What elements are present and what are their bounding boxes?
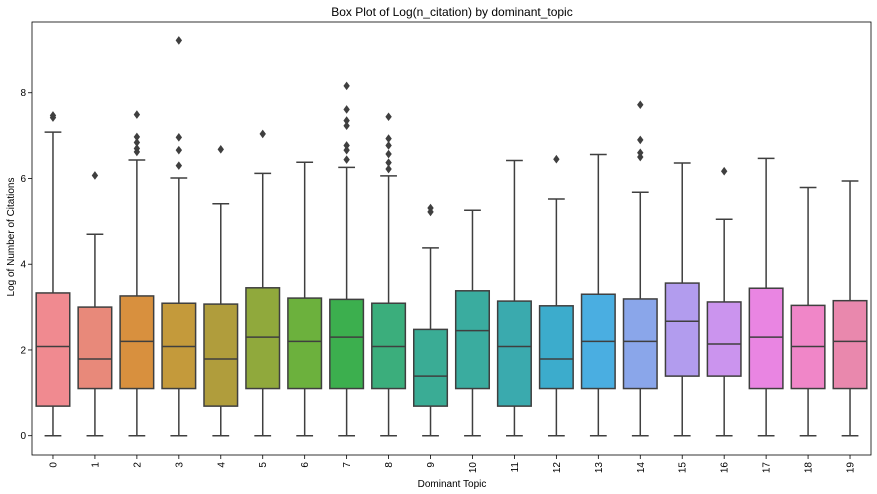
y-tick-label-0: 0: [20, 431, 26, 442]
outlier-8-4: [385, 134, 392, 143]
x-tick-label-0: 0: [48, 462, 59, 468]
x-tick-label-6: 6: [300, 462, 311, 468]
box-6: [287, 297, 323, 390]
x-tick-label-7: 7: [342, 462, 353, 468]
plot-frame: [31, 21, 872, 456]
x-tick-label-5: 5: [258, 462, 269, 468]
outlier-14-1: [637, 148, 644, 158]
outlier-12-0: [553, 154, 560, 164]
box-0: [35, 292, 71, 407]
x-tick-label-9: 9: [426, 462, 437, 468]
outlier-4-0: [217, 145, 224, 154]
box-10: [454, 290, 491, 390]
outlier-9-1: [427, 203, 434, 213]
y-tick-label-6: 6: [20, 174, 26, 185]
x-tick-label-8: 8: [384, 462, 395, 468]
outlier-1-0: [91, 171, 99, 180]
box-11: [496, 300, 532, 407]
x-tick-label-16: 16: [720, 462, 731, 474]
x-tick-label-10: 10: [468, 462, 479, 474]
x-tick-label-12: 12: [552, 462, 563, 474]
outlier-8-1: [385, 158, 392, 167]
outlier-16-0: [720, 166, 728, 176]
outlier-7-3: [343, 121, 350, 131]
box-2: [119, 295, 155, 390]
outlier-2-3: [133, 132, 141, 142]
x-tick-label-18: 18: [804, 462, 815, 474]
outlier-8-0: [385, 164, 392, 174]
outlier-7-6: [343, 81, 350, 91]
outlier-2-2: [133, 138, 141, 147]
box-5: [245, 287, 281, 390]
outlier-14-3: [637, 100, 644, 110]
y-tick-label-4: 4: [20, 260, 26, 271]
outlier-7-4: [343, 116, 350, 125]
outlier-2-4: [133, 110, 141, 119]
outlier-8-2: [385, 149, 392, 159]
box-7: [329, 298, 365, 390]
y-tick-label-8: 8: [20, 88, 26, 99]
outlier-3-3: [175, 36, 183, 45]
box-17: [748, 287, 784, 390]
box-19: [832, 299, 868, 390]
box-9: [412, 328, 449, 407]
outlier-7-1: [343, 145, 350, 155]
chart-title: Box Plot of Log(n_citation) by dominant_…: [331, 5, 572, 19]
box-1: [77, 306, 113, 390]
x-tick-label-17: 17: [762, 462, 773, 474]
outlier-7-5: [343, 105, 350, 114]
x-tick-label-4: 4: [216, 462, 227, 468]
y-axis-label: Log of Number of Citations: [6, 178, 17, 297]
box-14: [622, 298, 658, 390]
y-tick-label-2: 2: [20, 345, 26, 356]
outlier-2-1: [133, 144, 141, 153]
x-tick-label-1: 1: [90, 462, 101, 468]
x-tick-label-14: 14: [636, 462, 647, 474]
x-tick-label-19: 19: [846, 462, 857, 474]
outlier-5-0: [259, 129, 266, 139]
x-tick-label-2: 2: [132, 462, 143, 468]
outlier-3-0: [175, 161, 183, 170]
outlier-8-5: [385, 112, 392, 122]
outlier-0-1: [49, 111, 57, 120]
x-tick-label-13: 13: [594, 462, 605, 474]
box-4: [203, 303, 239, 407]
outlier-7-0: [343, 155, 350, 164]
box-16: [706, 301, 742, 377]
x-tick-label-3: 3: [174, 462, 185, 468]
box-15: [664, 282, 700, 377]
outlier-7-2: [343, 141, 350, 150]
outlier-3-2: [175, 133, 183, 142]
outlier-3-1: [175, 145, 183, 155]
outlier-8-3: [385, 141, 392, 150]
x-tick-label-15: 15: [678, 462, 689, 474]
outlier-14-2: [637, 135, 644, 145]
x-tick-label-11: 11: [510, 462, 521, 473]
box-12: [538, 305, 574, 390]
x-axis-label: Dominant Topic: [418, 479, 487, 490]
